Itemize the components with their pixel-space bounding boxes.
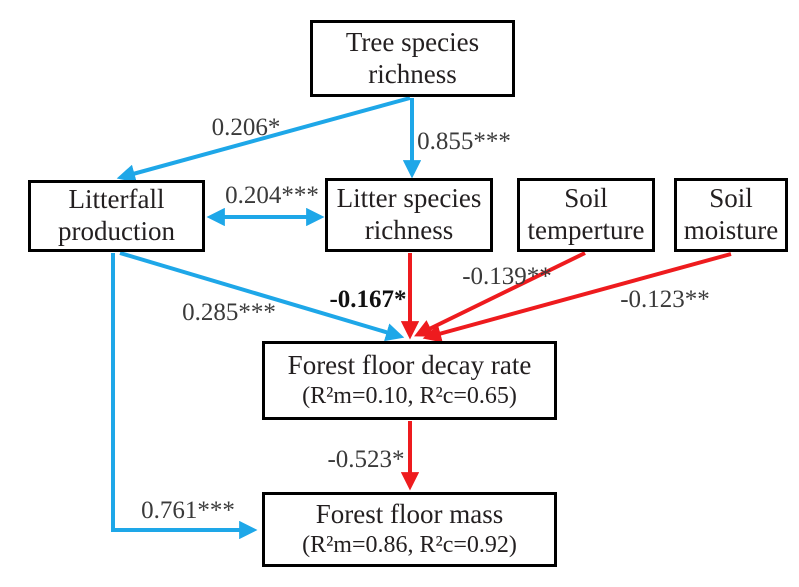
node-soil-moisture: Soil moisture bbox=[674, 178, 788, 252]
coefficient-litter-richness-to-decay-rate: -0.167* bbox=[329, 286, 407, 313]
node-label-line: Soil bbox=[709, 183, 753, 214]
node-litterfall-production: Litterfall production bbox=[28, 180, 205, 252]
node-label-line: Litter species bbox=[336, 183, 482, 214]
node-label-line: moisture bbox=[683, 215, 779, 245]
coefficient-tree-to-litterfall: 0.206* bbox=[211, 114, 281, 141]
coefficient-tree-to-litter-richness: 0.855*** bbox=[417, 128, 511, 155]
node-label-line: temperture bbox=[527, 215, 645, 245]
node-label-line: Forest floor decay rate bbox=[287, 350, 532, 381]
coefficient-soil-moisture-to-decay-rate: -0.123** bbox=[620, 286, 710, 313]
node-forest-floor-mass: Forest floor mass (R²m=0.86, R²c=0.92) bbox=[262, 492, 557, 567]
coefficient-decay-rate-to-floor-mass: -0.523* bbox=[327, 446, 405, 473]
node-litter-species-richness: Litter species richness bbox=[325, 178, 493, 252]
node-label-line: production bbox=[58, 216, 175, 246]
edge-soil-temperature-to-decay-rate bbox=[414, 251, 586, 337]
edge-litterfall-to-floor-mass bbox=[111, 253, 258, 540]
node-label-line: Litterfall bbox=[68, 184, 165, 215]
node-forest-floor-decay-rate: Forest floor decay rate (R²m=0.10, R²c=0… bbox=[262, 341, 557, 420]
node-label-line: Tree species bbox=[345, 26, 480, 57]
node-tree-species-richness: Tree species richness bbox=[310, 20, 515, 97]
node-r-squared-stats: (R²m=0.10, R²c=0.65) bbox=[302, 383, 517, 410]
node-soil-temperature: Soil temperture bbox=[517, 178, 655, 252]
edge-tree-to-litterfall bbox=[116, 96, 411, 183]
coefficient-litterfall-litter-correlation: 0.204*** bbox=[225, 182, 319, 209]
node-label-line: Forest floor mass bbox=[315, 499, 504, 530]
edge-litterfall-to-decay-rate bbox=[119, 251, 405, 342]
coefficient-soil-temperature-to-decay-rate: -0.139** bbox=[462, 263, 552, 290]
coefficient-litterfall-to-decay-rate: 0.285*** bbox=[182, 299, 276, 326]
edge-soil-moisture-to-decay-rate bbox=[422, 252, 732, 343]
node-r-squared-stats: (R²m=0.86, R²c=0.92) bbox=[302, 532, 517, 559]
node-label-line: Soil bbox=[564, 183, 608, 214]
coefficient-litterfall-to-floor-mass: 0.761*** bbox=[141, 497, 235, 524]
node-label-line: richness bbox=[364, 215, 454, 245]
node-label-line: richness bbox=[368, 58, 457, 89]
